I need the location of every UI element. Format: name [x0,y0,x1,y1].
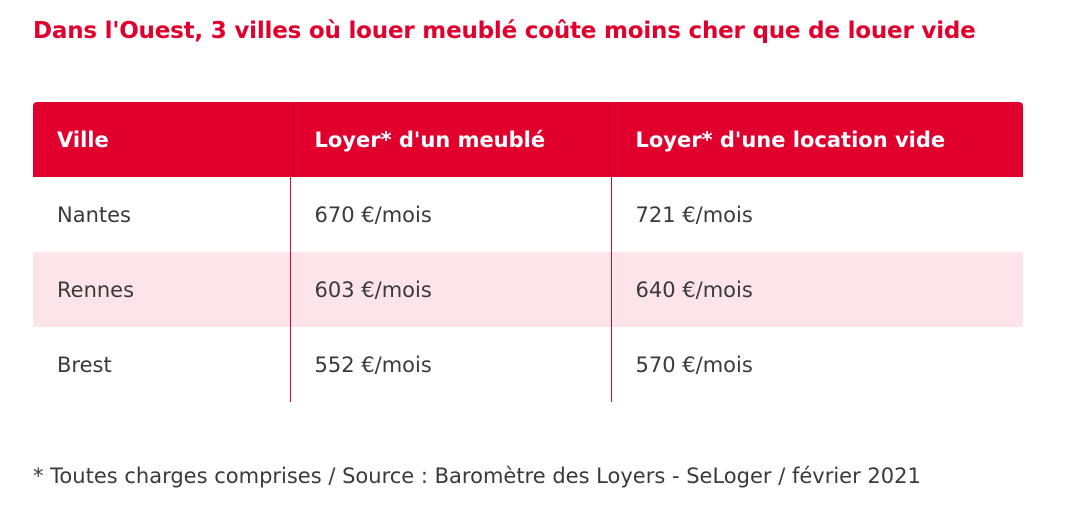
column-header-furnished-rent: Loyer* d'un meublé [289,102,611,177]
table-row: Rennes 603 €/mois 640 €/mois [33,252,1023,327]
column-header-city: Ville [33,102,290,177]
city-cell: Rennes [33,252,290,327]
furnished-rent-cell: 603 €/mois [289,252,611,327]
unfurnished-rent-cell: 721 €/mois [610,177,1023,252]
page-title: Dans l'Ouest, 3 villes où louer meublé c… [33,18,976,44]
table-row: Brest 552 €/mois 570 €/mois [33,327,1023,402]
furnished-rent-cell: 670 €/mois [289,177,611,252]
unfurnished-rent-cell: 640 €/mois [610,252,1023,327]
source-footnote: * Toutes charges comprises / Source : Ba… [33,464,921,488]
table-row: Nantes 670 €/mois 721 €/mois [33,177,1023,252]
table-header-row: Ville Loyer* d'un meublé Loyer* d'une lo… [33,102,1023,177]
city-cell: Nantes [57,202,131,227]
city-cell: Brest [57,352,112,377]
rent-comparison-table: Ville Loyer* d'un meublé Loyer* d'une lo… [33,102,1023,402]
column-header-unfurnished-rent: Loyer* d'une location vide [610,102,1023,177]
furnished-rent-cell: 552 €/mois [289,327,611,402]
unfurnished-rent-cell: 570 €/mois [610,327,1023,402]
